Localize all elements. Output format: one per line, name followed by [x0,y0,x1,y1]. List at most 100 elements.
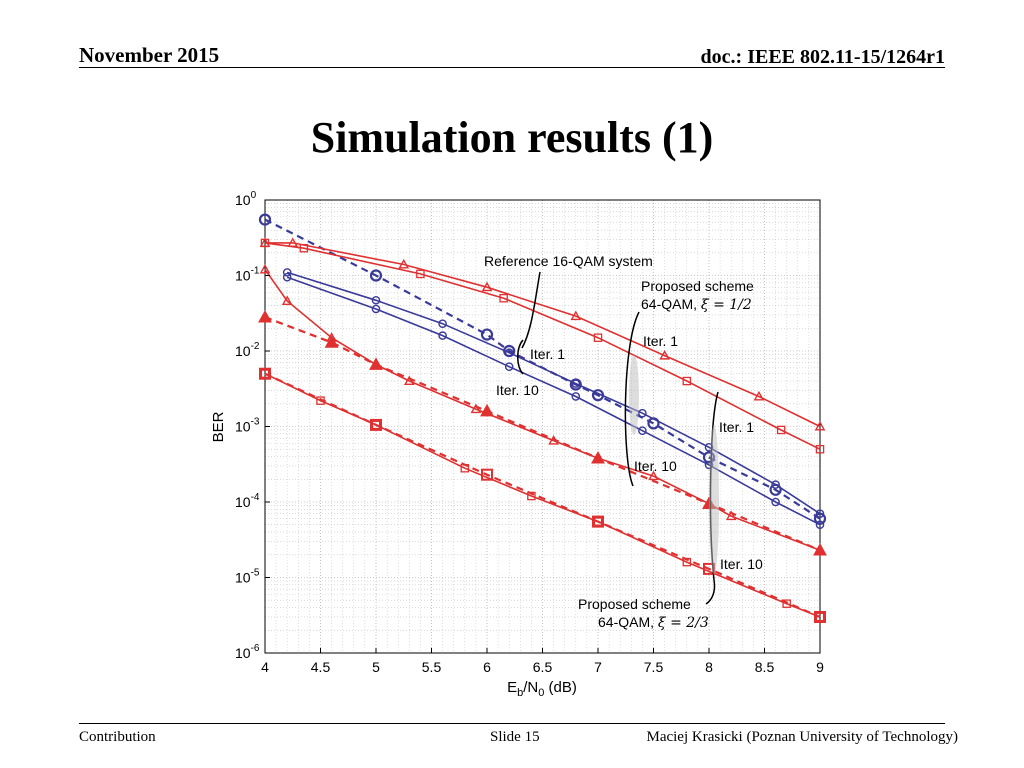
x-tick-label: 5 [372,659,380,675]
series-4 [260,238,825,454]
x-tick-label: 4 [261,659,269,675]
data-point [570,310,582,321]
y-tick-label: 10-3 [235,417,260,435]
data-point [593,333,603,342]
footer-slide-number: Slide 15 [490,729,540,745]
data-point [438,319,447,328]
data-point [815,520,825,530]
data-point [638,408,647,418]
data-point [814,610,826,623]
data-point [504,362,514,371]
series-line [264,218,821,520]
proposed1-bracket [624,311,640,487]
annotation-iter1-c: Iter. 1 [719,419,754,435]
series-line [265,242,821,428]
data-point [499,293,508,303]
data-point [815,612,825,622]
data-point [504,348,514,357]
proposed1-highlight [629,355,639,435]
series-line [286,271,821,515]
data-point [369,269,383,282]
data-point [324,335,339,348]
series-line [286,276,821,526]
proposed2-leader [705,579,716,605]
data-point [771,480,780,489]
series-1 [282,268,825,518]
annotation-proposed2-line1: Proposed scheme [578,596,691,612]
data-point [282,272,292,282]
x-tick-label: 6 [483,659,491,675]
data-point [571,379,581,388]
series-2 [282,272,825,530]
x-tick-label: 5.5 [422,659,442,675]
y-tick-label: 100 [235,190,257,208]
data-point [776,425,786,435]
annotation-iter10-c: Iter. 10 [720,556,763,572]
x-tick-label: 7 [594,659,602,675]
annotation-proposed1-line2: 64-QAM, ξ = 1/2 [641,296,752,313]
series-6 [258,310,827,556]
header-rule [79,67,945,68]
data-point [593,517,603,526]
series-line [264,372,821,619]
x-tick-label: 8 [705,659,713,675]
x-axis-label: Eb/N0 (dB) [507,679,577,699]
series-line [264,372,821,618]
data-point [371,420,381,430]
slide-title: Simulation results (1) [310,113,714,162]
data-point [813,512,827,525]
annotation-iter10-a: Iter. 10 [496,382,539,398]
data-point [814,420,826,431]
header-doc-id: doc.: IEEE 802.11-15/1264r1 [700,46,945,68]
chart-grid [264,200,821,654]
reference-bracket [517,339,524,375]
annotation-iter1-a: Iter. 1 [643,333,678,349]
data-point [259,367,271,380]
data-point [470,403,482,414]
header-date: November 2015 [79,43,220,67]
data-point [371,295,381,305]
data-point [398,258,410,269]
data-point [481,468,493,481]
data-point [370,418,382,431]
chart-ticks: 4 4.5 5 5.5 6 6.5 7 7.5 8 8.5 9 100 10-1 10-2 10-3 10-4… [235,190,824,675]
x-tick-label: 8.5 [755,659,775,675]
data-point [416,269,425,279]
data-point [648,470,659,481]
data-point [725,510,737,521]
data-point [258,310,272,323]
y-tick-label: 10-4 [235,492,260,510]
data-point [281,295,293,305]
data-point [260,369,270,378]
annotation-iter1-b: Iter. 1 [530,346,565,362]
annotations: Reference 16-QAM system Proposed scheme … [484,253,763,631]
x-tick-label: 6.5 [533,659,553,675]
data-point [480,403,494,417]
proposed2-highlight [709,425,719,575]
data-point [782,599,791,608]
x-tick-label: 4.5 [311,659,331,675]
y-tick-label: 10-1 [235,266,260,284]
data-point [659,349,670,360]
data-point [403,375,415,386]
data-point [813,542,827,556]
footer-rule [79,723,945,724]
annotation-iter10-b: Iter. 10 [634,458,677,474]
annotation-proposed2-line2: 64-QAM, ξ = 2/3 [598,614,709,631]
data-point [369,357,383,370]
data-point [638,426,647,435]
reference-leader [521,271,541,349]
data-point [592,515,604,528]
data-point [815,509,825,518]
data-point [571,392,581,401]
data-point [753,390,765,401]
series-line [264,242,821,450]
data-point [438,331,447,340]
data-point [771,497,780,507]
footer-author: Maciej Krasicki (Poznan University of Te… [646,729,958,745]
data-point [260,238,270,248]
data-point [682,376,692,386]
x-tick-label: 7.5 [644,659,664,675]
annotation-reference: Reference 16-QAM system [484,253,653,269]
